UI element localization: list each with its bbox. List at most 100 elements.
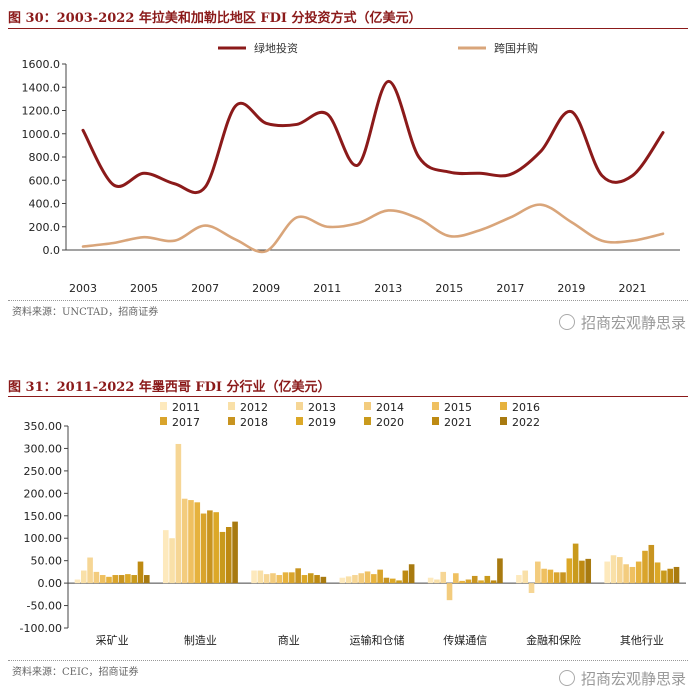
chart2-source: 资料来源：CEIC，招商证券 [12, 667, 139, 678]
y-tick-label: 0.0 [43, 244, 61, 257]
bar-运输和仓储-2013 [352, 575, 358, 584]
legend-swatch-2015 [432, 402, 439, 410]
chart2-source-rule [8, 660, 688, 661]
chart1-source-rule [8, 300, 688, 301]
bar-采矿业-2016 [106, 576, 112, 584]
y-tick-label: 200.00 [24, 487, 63, 500]
bar-商业-2020 [307, 573, 314, 584]
legend-label-2015: 2015 [444, 401, 472, 414]
bar-传媒通信-2012 [434, 579, 440, 584]
x-tick-label: 2009 [252, 282, 280, 295]
legend-swatch-2011 [160, 402, 167, 410]
bar-制造业-2021 [225, 527, 232, 584]
bar-其他行业-2015 [629, 566, 636, 584]
bar-运输和仓储-2016 [371, 574, 377, 584]
chart1-watermark-text: 招商宏观静思录 [580, 314, 686, 332]
x-tick-label: 2017 [496, 282, 524, 295]
bar-商业-2011 [251, 570, 257, 584]
bar-商业-2012 [257, 570, 264, 584]
bar-传媒通信-2014 [446, 583, 453, 601]
bar-金融和保险-2021 [579, 560, 585, 584]
bar-传媒通信-2013 [440, 571, 447, 584]
bar-制造业-2020 [219, 531, 226, 584]
bar-采矿业-2019 [125, 574, 131, 584]
bar-商业-2014 [270, 573, 276, 584]
bar-传媒通信-2011 [427, 577, 434, 584]
series-line-0 [81, 79, 665, 194]
bar-传媒通信-2020 [484, 575, 491, 584]
bar-商业-2015 [276, 575, 283, 584]
y-tick-label: 150.00 [24, 510, 63, 523]
bar-传媒通信-2017 [465, 579, 472, 584]
legend-swatch-2014 [364, 402, 371, 410]
bar-采矿业-2018 [118, 575, 125, 584]
bar-采矿业-2017 [112, 575, 119, 584]
x-tick-label: 2003 [69, 282, 97, 295]
bar-制造业-2022 [232, 521, 238, 584]
x-tick-label: 2005 [130, 282, 158, 295]
bar-其他行业-2011 [604, 561, 611, 584]
bar-商业-2016 [282, 572, 289, 584]
bar-商业-2019 [301, 575, 308, 584]
y-tick-label: 0.00 [38, 577, 63, 590]
y-tick-label: 50.00 [31, 555, 63, 568]
bar-传媒通信-2018 [471, 575, 478, 584]
bar-其他行业-2012 [610, 555, 617, 584]
legend-swatch-2021 [432, 417, 439, 425]
bar-传媒通信-2022 [497, 558, 503, 584]
legend-label-2020: 2020 [376, 416, 404, 429]
bar-采矿业-2014 [93, 571, 100, 584]
bar-制造业-2016 [194, 502, 201, 584]
legend-swatch-2018 [228, 417, 235, 425]
bar-制造业-2019 [213, 512, 219, 584]
bar-采矿业-2021 [137, 561, 144, 584]
bar-运输和仓储-2018 [383, 577, 390, 584]
bar-运输和仓储-2011 [339, 577, 346, 584]
bar-金融和保险-2018 [560, 572, 566, 584]
x-category-label: 运输和仓储 [350, 633, 405, 647]
chart2-title: 图 31：2011-2022 年墨西哥 FDI 分行业（亿美元） [8, 380, 331, 395]
legend-label-2011: 2011 [172, 401, 200, 414]
bar-金融和保险-2014 [535, 561, 541, 584]
bar-制造业-2012 [169, 538, 175, 584]
bar-商业-2013 [263, 574, 270, 584]
bar-制造业-2017 [200, 513, 207, 584]
bar-采矿业-2015 [99, 575, 106, 584]
chart2-watermark: 招商宏观静思录 [558, 668, 686, 689]
bar-其他行业-2016 [635, 561, 642, 584]
y-tick-label: 1600.0 [22, 58, 61, 71]
bar-金融和保险-2015 [541, 568, 547, 584]
legend-label-2017: 2017 [172, 416, 200, 429]
bar-制造业-2015 [188, 500, 194, 584]
chart2-watermark-text: 招商宏观静思录 [580, 670, 686, 688]
y-tick-label: 400.0 [29, 198, 61, 211]
x-category-label: 传媒通信 [443, 634, 487, 647]
bar-金融和保险-2020 [572, 543, 579, 584]
y-tick-label: 250.00 [24, 465, 63, 478]
legend-label-2013: 2013 [308, 401, 336, 414]
bar-制造业-2011 [162, 530, 169, 584]
bar-传媒通信-2015 [453, 573, 459, 584]
bar-采矿业-2022 [143, 575, 150, 584]
y-tick-label: 1000.0 [22, 128, 61, 141]
bar-其他行业-2018 [648, 544, 655, 584]
y-tick-label: 100.00 [24, 532, 63, 545]
bar-其他行业-2019 [654, 562, 661, 584]
chart1-watermark: 招商宏观静思录 [558, 312, 686, 333]
legend-label-2012: 2012 [240, 401, 268, 414]
wechat-icon [558, 670, 575, 686]
legend-swatch-2012 [228, 402, 235, 410]
x-category-label: 其他行业 [620, 634, 664, 647]
x-tick-label: 2007 [191, 282, 219, 295]
bar-采矿业-2011 [74, 579, 81, 584]
chart2-bar-chart: 2011 2012 2013 2014 2015 2016 2017 2018 2019 2020… [20, 401, 686, 647]
y-tick-label: -100.00 [20, 622, 62, 635]
bar-采矿业-2012 [80, 570, 87, 584]
legend-label-2016: 2016 [512, 401, 540, 414]
legend-swatch-2013 [296, 402, 303, 410]
bar-商业-2017 [289, 572, 295, 584]
y-tick-label: 200.0 [29, 221, 61, 234]
bar-制造业-2013 [175, 443, 182, 584]
bar-运输和仓储-2014 [358, 573, 365, 584]
bar-其他行业-2020 [661, 570, 667, 584]
